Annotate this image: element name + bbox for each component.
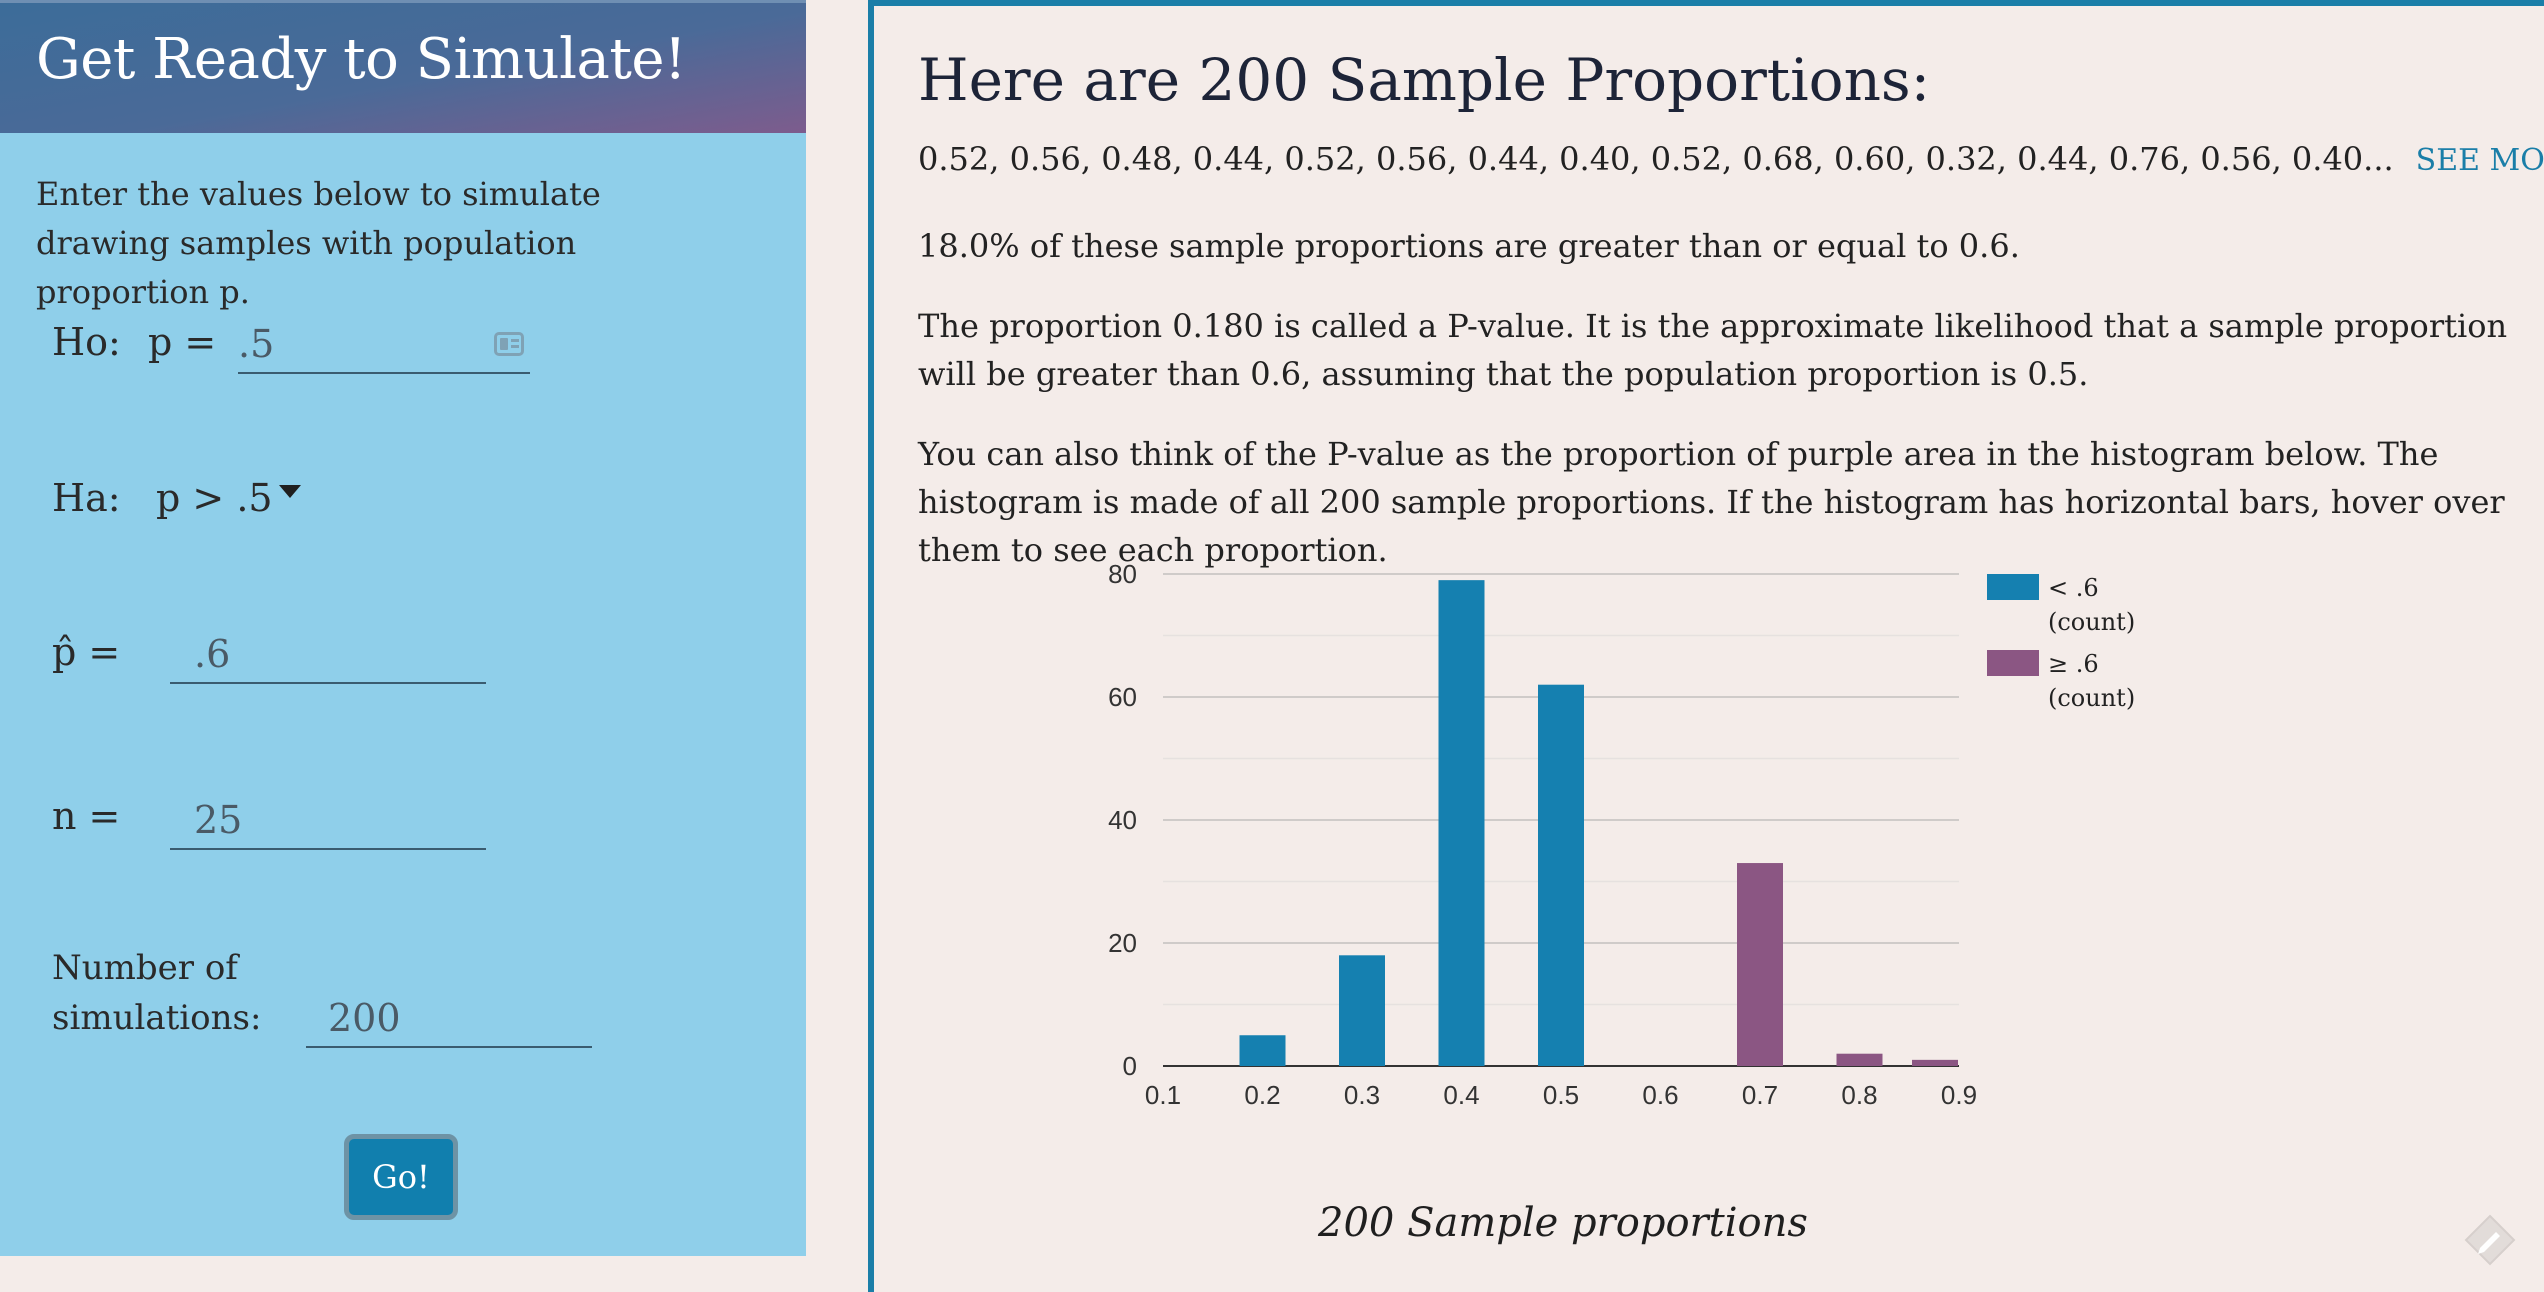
histogram-chart: 0 20 40 60 80 0.1 0.2 0.3 0.4 0.5 0.6 0.7 0.8 0.9 < .6… (1108, 559, 2135, 1110)
ho-label: Ho: (52, 320, 121, 364)
y-tick-label: 0 (1123, 1051, 1137, 1081)
legend-swatch (1987, 650, 2039, 676)
sample-list-text: 0.52, 0.56, 0.48, 0.44, 0.52, 0.56, 0.44… (918, 140, 2394, 178)
num-sims-label-line1: Number of (52, 948, 238, 988)
x-tick-label: 0.5 (1543, 1080, 1579, 1110)
pvalue-explanation: The proportion 0.180 is called a P-value… (918, 307, 2508, 393)
x-tick-label: 0.6 (1642, 1080, 1678, 1110)
simulation-setup-panel: Get Ready to Simulate! Enter the values … (0, 0, 806, 1256)
ha-label: Ha: (52, 476, 121, 520)
go-button[interactable]: Go! (344, 1134, 458, 1220)
x-tick-label: 0.2 (1244, 1080, 1280, 1110)
bar-above-threshold (1836, 1053, 1883, 1066)
ho-p-input[interactable] (238, 322, 530, 374)
x-tick-label: 0.8 (1841, 1080, 1877, 1110)
legend-label: (count) (2048, 684, 2135, 712)
legend-swatch (1987, 574, 2039, 600)
setup-intro: Enter the values below to simulate drawi… (36, 175, 601, 311)
bar-below-threshold (1239, 1035, 1286, 1066)
num-sims-input[interactable] (306, 996, 592, 1048)
chart-x-caption: 200 Sample proportions (1318, 1200, 1808, 1246)
x-tick-label: 0.4 (1443, 1080, 1479, 1110)
legend-label: (count) (2048, 608, 2135, 636)
phat-label: p̂ = (52, 630, 121, 674)
chevron-down-icon (278, 485, 301, 498)
y-tick-label: 60 (1108, 682, 1137, 712)
x-tick-label: 0.7 (1742, 1080, 1778, 1110)
bar-below-threshold (1438, 580, 1485, 1066)
x-tick-label: 0.9 (1941, 1080, 1977, 1110)
bar-below-threshold (1339, 955, 1385, 1066)
contact-card-icon[interactable] (494, 332, 524, 356)
num-sims-label-line2: simulations: (52, 998, 262, 1038)
pencil-edit-icon[interactable] (2462, 1212, 2518, 1268)
bar-below-threshold (1538, 684, 1584, 1066)
y-tick-label: 20 (1108, 928, 1137, 958)
histogram-explanation: You can also think of the P-value as the… (918, 435, 2505, 569)
phat-input[interactable] (170, 632, 486, 684)
results-title: Here are 200 Sample Proportions: (918, 46, 1931, 114)
pvalue-summary: 18.0% of these sample proportions are gr… (918, 227, 2020, 265)
y-tick-label: 80 (1108, 559, 1137, 589)
x-tick-label: 0.1 (1145, 1080, 1181, 1110)
bar-above-threshold (1912, 1059, 1958, 1066)
ha-select-value: p > .5 (156, 476, 273, 520)
see-more-link[interactable]: SEE MORE (2415, 143, 2544, 178)
x-tick-label: 0.3 (1344, 1080, 1380, 1110)
sample-proportions-list: 0.52, 0.56, 0.48, 0.44, 0.52, 0.56, 0.44… (918, 140, 2544, 178)
setup-title: Get Ready to Simulate! (36, 27, 687, 92)
legend-label: ≥ .6 (2048, 650, 2099, 678)
n-label: n = (52, 794, 121, 838)
setup-header: Get Ready to Simulate! (0, 0, 806, 133)
legend-label: < .6 (2048, 574, 2099, 602)
n-input[interactable] (170, 798, 486, 850)
results-panel: Here are 200 Sample Proportions: 0.52, 0… (868, 0, 2544, 1292)
ha-select[interactable]: p > .5 (156, 476, 301, 520)
ho-p-label: p = (148, 320, 217, 364)
bar-above-threshold (1737, 863, 1783, 1066)
y-tick-label: 40 (1108, 805, 1137, 835)
